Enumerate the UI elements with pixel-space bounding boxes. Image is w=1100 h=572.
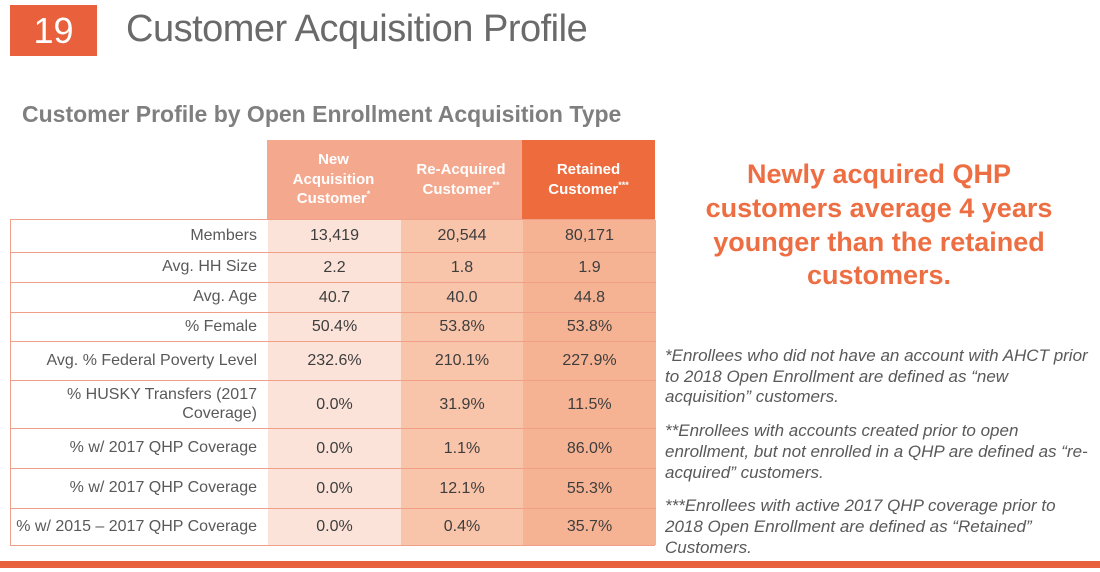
footnote-new-acquisition: *Enrollees who did not have an account w… — [665, 346, 1088, 407]
cell-value: 20,544 — [401, 220, 523, 252]
cell-value: 44.8 — [523, 283, 656, 312]
customer-profile-table: New Acquisition Customer* Re-Acquired Cu… — [10, 140, 656, 546]
cell-value: 0.0% — [268, 509, 401, 545]
cell-value: 210.1% — [401, 342, 523, 380]
cell-value: 1.1% — [401, 429, 523, 468]
cell-value: 50.4% — [268, 313, 401, 341]
footnote-marker: ** — [492, 179, 500, 190]
column-header-label: New Acquisition Customer* — [292, 151, 375, 208]
slide-number-badge: 19 — [10, 5, 97, 56]
cell-value: 31.9% — [401, 381, 523, 428]
cell-value: 0.0% — [268, 381, 401, 428]
cell-value: 11.5% — [523, 381, 656, 428]
cell-value: 40.0 — [401, 283, 523, 312]
table-row-husky-transfers: % HUSKY Transfers (2017 Coverage) 0.0% 3… — [11, 381, 656, 429]
bottom-accent-bar — [0, 561, 1100, 568]
cell-value: 1.8 — [401, 253, 523, 282]
cell-value: 1.9 — [523, 253, 656, 282]
column-header-label: Retained Customer*** — [548, 161, 629, 198]
footnote-marker: *** — [618, 179, 629, 190]
column-header-re-acquired: Re-Acquired Customer** — [400, 140, 522, 219]
table-row-2015-2017-qhp-coverage: % w/ 2015 – 2017 QHP Coverage 0.0% 0.4% … — [11, 509, 656, 545]
page-title: Customer Acquisition Profile — [126, 8, 588, 50]
cell-value: 0.0% — [268, 469, 401, 508]
header-spacer — [10, 140, 267, 219]
row-label: Avg. Age — [193, 288, 257, 306]
slide-number: 19 — [33, 9, 74, 51]
cell-value: 0.4% — [401, 509, 523, 545]
section-heading: Customer Profile by Open Enrollment Acqu… — [22, 101, 622, 127]
column-header-label: Re-Acquired Customer** — [416, 161, 506, 198]
cell-value: 13,419 — [268, 220, 401, 252]
table-row-2017-qhp-coverage-b: % w/ 2017 QHP Coverage 0.0% 12.1% 55.3% — [11, 469, 656, 509]
cell-value: 2.2 — [268, 253, 401, 282]
row-label: % w/ 2017 QHP Coverage — [69, 479, 257, 497]
row-label: Avg. HH Size — [162, 258, 257, 276]
cell-value: 0.0% — [268, 429, 401, 468]
row-label: % w/ 2017 QHP Coverage — [69, 439, 257, 457]
table-row-pct-female: % Female 50.4% 53.8% 53.8% — [11, 313, 656, 342]
table-body: Members 13,419 20,544 80,171 Avg. HH Siz… — [10, 219, 656, 546]
cell-value: 232.6% — [268, 342, 401, 380]
row-label: % w/ 2015 – 2017 QHP Coverage — [16, 517, 257, 535]
footnote-marker: * — [366, 189, 371, 200]
column-header-new-acquisition: New Acquisition Customer* — [267, 140, 400, 219]
key-insight-callout: Newly acquired QHP customers average 4 y… — [663, 158, 1095, 293]
cell-value: 80,171 — [523, 220, 656, 252]
column-header-retained: Retained Customer*** — [522, 140, 655, 219]
cell-value: 86.0% — [523, 429, 656, 468]
cell-value: 40.7 — [268, 283, 401, 312]
row-label: % Female — [184, 317, 257, 335]
cell-value: 53.8% — [523, 313, 656, 341]
row-label: Members — [190, 226, 257, 244]
footnote-re-acquired: **Enrollees with accounts created prior … — [665, 421, 1088, 482]
table-row-avg-hh-size: Avg. HH Size 2.2 1.8 1.9 — [11, 253, 656, 283]
table-row-avg-fpl: Avg. % Federal Poverty Level 232.6% 210.… — [11, 342, 656, 381]
cell-value: 53.8% — [401, 313, 523, 341]
row-label: % HUSKY Transfers (2017 Coverage) — [66, 386, 257, 422]
cell-value: 35.7% — [523, 509, 656, 545]
key-insight-text: Newly acquired QHP customers average 4 y… — [705, 159, 1053, 291]
footnote-retained: ***Enrollees with active 2017 QHP covera… — [665, 496, 1056, 557]
cell-value: 12.1% — [401, 469, 523, 508]
cell-value: 55.3% — [523, 469, 656, 508]
table-row-2017-qhp-coverage-a: % w/ 2017 QHP Coverage 0.0% 1.1% 86.0% — [11, 429, 656, 469]
footnotes: *Enrollees who did not have an account w… — [665, 346, 1097, 572]
table-header-row: New Acquisition Customer* Re-Acquired Cu… — [10, 140, 655, 219]
table-row-members: Members 13,419 20,544 80,171 — [11, 220, 656, 253]
row-label: Avg. % Federal Poverty Level — [46, 351, 257, 369]
table-row-avg-age: Avg. Age 40.7 40.0 44.8 — [11, 283, 656, 313]
cell-value: 227.9% — [523, 342, 656, 380]
